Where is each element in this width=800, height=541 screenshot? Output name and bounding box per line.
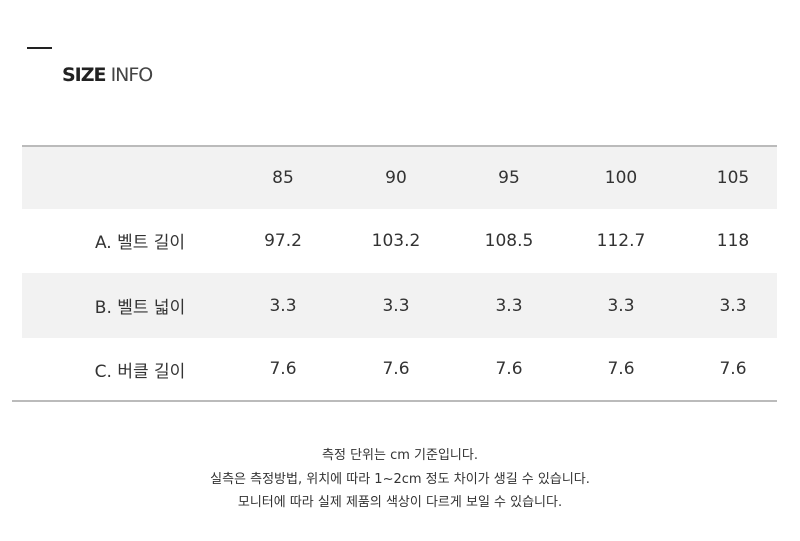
table-row: B. 벨트 넓이 3.3 3.3 3.3 3.3 3.3 bbox=[22, 273, 777, 338]
value-cell: 3.3 bbox=[607, 295, 635, 316]
header-cell: 95 bbox=[498, 168, 520, 188]
value-cell: 3.3 bbox=[269, 295, 297, 316]
title-bold: SIZE bbox=[62, 64, 107, 86]
value-cell: 7.6 bbox=[495, 359, 523, 379]
header-cell: 90 bbox=[385, 168, 407, 188]
header-cell: 100 bbox=[604, 168, 638, 188]
title-light: INFO bbox=[110, 64, 154, 86]
header-row: 85 90 95 100 105 bbox=[22, 145, 777, 209]
row-label: A. 벨트 길이 bbox=[94, 233, 186, 253]
value-cell: 3.3 bbox=[495, 295, 523, 316]
header-cell: 105 bbox=[716, 168, 750, 188]
value-cell: 112.7 bbox=[596, 230, 646, 251]
value-cell: 7.6 bbox=[607, 359, 635, 379]
note-line: 측정 단위는 cm 기준입니다. bbox=[322, 448, 478, 463]
table-row: A. 벨트 길이 97.2 103.2 108.5 112.7 118 bbox=[22, 208, 777, 273]
value-cell: 7.6 bbox=[269, 359, 297, 379]
notes: 측정 단위는 cm 기준입니다. 실측은 측정방법, 위치에 따라 1~2cm 정… bbox=[0, 444, 800, 515]
value-cell: 97.2 bbox=[264, 230, 302, 251]
header-cell: 85 bbox=[272, 168, 294, 188]
table-bottom-border bbox=[12, 400, 777, 402]
value-cell: 3.3 bbox=[719, 295, 747, 316]
note-line: 실측은 측정방법, 위치에 따라 1~2cm 정도 차이가 생길 수 있습니다. bbox=[210, 471, 590, 487]
value-cell: 7.6 bbox=[382, 359, 410, 379]
row-label: C. 버클 길이 bbox=[94, 361, 186, 382]
table-row: C. 버클 길이 7.6 7.6 7.6 7.6 7.6 bbox=[22, 338, 777, 400]
value-cell: 3.3 bbox=[382, 295, 410, 316]
value-cell: 118 bbox=[716, 230, 750, 251]
note-line: 모니터에 따라 실제 제품의 색상이 다르게 보일 수 있습니다. bbox=[237, 495, 563, 510]
section-title: SIZE INFO bbox=[62, 64, 154, 86]
value-cell: 7.6 bbox=[719, 359, 747, 379]
row-label: B. 벨트 넓이 bbox=[94, 298, 186, 318]
value-cell: 108.5 bbox=[484, 230, 534, 251]
title-dash bbox=[27, 47, 52, 49]
value-cell: 103.2 bbox=[371, 230, 421, 251]
